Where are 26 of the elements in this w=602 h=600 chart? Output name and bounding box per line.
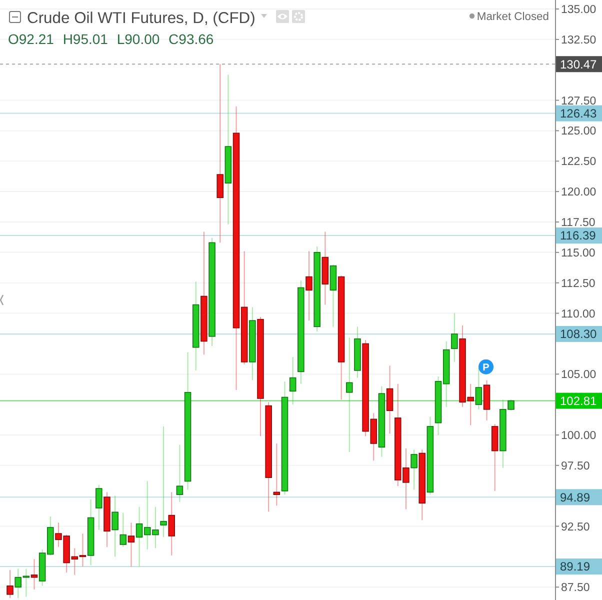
ref-line-label: 102.81 xyxy=(560,394,598,408)
y-tick-label: 115.00 xyxy=(561,247,596,260)
y-tick-label: 127.50 xyxy=(561,95,596,108)
text: Crude Oil WTI Futures, D, (CFD) xyxy=(27,10,256,27)
ref-line-label: 126.43 xyxy=(560,106,598,121)
y-tick-label: 125.00 xyxy=(561,126,596,138)
y-tick-label: 105.00 xyxy=(561,369,596,382)
text: O92.21 H95.01 L90.00 C93.66 xyxy=(8,31,214,47)
y-tick-label: 97.50 xyxy=(561,460,590,472)
y-tick-label: 87.50 xyxy=(561,582,590,594)
y-tick-label: 92.50 xyxy=(561,521,590,534)
annotation: P xyxy=(482,362,490,374)
y-tick-label: 117.50 xyxy=(561,217,596,230)
y-tick-label: 100.00 xyxy=(561,430,596,442)
y-tick-label: 110.00 xyxy=(561,308,596,320)
y-tick-label: 132.50 xyxy=(561,34,596,46)
ref-line-label: 116.39 xyxy=(560,228,596,243)
y-tick-label: 120.00 xyxy=(561,186,596,199)
y-tick-label: 135.00 xyxy=(561,4,596,16)
y-tick-label: 122.50 xyxy=(561,156,596,168)
ref-line-label: 94.89 xyxy=(560,490,590,504)
y-tick-label: 112.50 xyxy=(561,278,596,290)
annotation: Market Closed xyxy=(476,10,549,23)
ref-line-label: 130.47 xyxy=(560,57,598,72)
ref-line-label: 108.30 xyxy=(560,327,598,342)
ref-line-label: 89.19 xyxy=(560,560,590,574)
